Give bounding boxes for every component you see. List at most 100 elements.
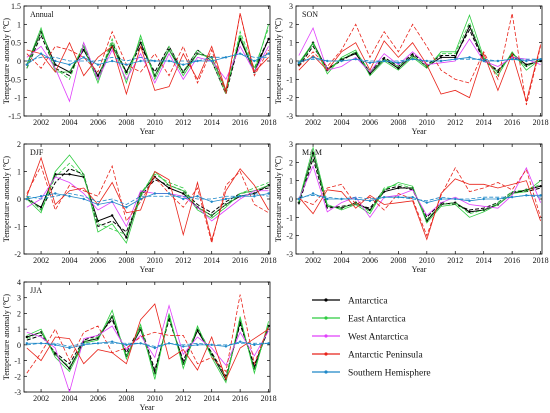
data-point bbox=[253, 343, 256, 347]
data-point bbox=[153, 59, 157, 63]
data-point bbox=[368, 199, 372, 203]
series-group bbox=[25, 294, 270, 392]
data-point bbox=[96, 63, 100, 66]
data-point bbox=[139, 59, 142, 63]
series-line-antarctic-peninsula-dashed bbox=[298, 13, 541, 106]
data-point bbox=[468, 24, 471, 28]
data-point bbox=[267, 52, 270, 55]
y-tick-label: -1 bbox=[14, 94, 21, 103]
data-point bbox=[82, 56, 85, 59]
data-point bbox=[25, 335, 29, 339]
legend-item: Southern Hemisphere bbox=[312, 369, 431, 379]
x-tick-label: 2016 bbox=[504, 256, 520, 265]
data-point bbox=[54, 192, 57, 195]
series-line-antarctic-peninsula-dashed bbox=[26, 294, 269, 374]
y-tick-label: -2 bbox=[14, 372, 21, 381]
data-point bbox=[96, 342, 100, 345]
panel-title: DJF bbox=[30, 148, 44, 157]
data-point bbox=[125, 343, 128, 347]
y-axis-label: Temperature anomaly (℃) bbox=[274, 156, 283, 243]
x-tick-label: 2008 bbox=[390, 118, 406, 127]
x-tick-label: 2012 bbox=[175, 256, 191, 265]
plot-frame bbox=[23, 143, 271, 255]
x-tick-label: 2002 bbox=[305, 118, 321, 127]
x-tick-label: 2004 bbox=[62, 256, 78, 265]
data-point bbox=[468, 56, 471, 59]
data-point bbox=[39, 195, 43, 198]
y-tick-label: -0.5 bbox=[8, 75, 21, 84]
y-tick-label: 1 bbox=[17, 20, 21, 29]
legend-marker bbox=[324, 334, 328, 338]
data-point bbox=[54, 59, 57, 63]
data-point bbox=[25, 197, 29, 201]
series-line-southern-hemisphere-dashed bbox=[26, 53, 269, 62]
series-line-east-antarctica-dashed bbox=[298, 153, 541, 220]
series-line-antarctic-peninsula bbox=[298, 178, 541, 241]
series-group bbox=[297, 146, 542, 241]
x-tick-label: 2010 bbox=[147, 118, 163, 127]
y-axis-label: Temperature anomaly (℃) bbox=[2, 156, 11, 243]
x-tick-label: 2004 bbox=[62, 118, 78, 127]
x-tick-label: 2008 bbox=[118, 256, 134, 265]
data-point bbox=[224, 345, 228, 348]
series-line-antarctic-peninsula-dashed bbox=[298, 167, 541, 237]
data-point bbox=[54, 63, 57, 66]
series-line-antarctica bbox=[26, 173, 269, 239]
x-tick-label: 2006 bbox=[90, 256, 106, 265]
data-point bbox=[496, 197, 500, 201]
legend-label: East Antarctica bbox=[348, 315, 407, 325]
y-tick-label: 3 bbox=[289, 2, 293, 11]
x-tick-label: 2002 bbox=[305, 256, 321, 265]
x-tick-label: 2012 bbox=[175, 118, 191, 127]
series-line-west-antarctica bbox=[298, 26, 541, 73]
y-tick-label: -2 bbox=[286, 94, 293, 103]
panel-title: Annual bbox=[30, 10, 54, 19]
data-point bbox=[525, 63, 528, 66]
series-group bbox=[25, 13, 270, 103]
data-point bbox=[397, 186, 400, 190]
data-point bbox=[82, 48, 85, 52]
data-point bbox=[25, 63, 29, 66]
data-point bbox=[167, 192, 171, 195]
panel-title: SON bbox=[302, 10, 318, 19]
x-tick-label: 2006 bbox=[362, 256, 378, 265]
data-point bbox=[96, 74, 100, 77]
x-tick-label: 2018 bbox=[533, 256, 549, 265]
data-point bbox=[196, 59, 199, 63]
legend-item: Antarctic Peninsula bbox=[312, 351, 423, 361]
legend-label: Antarctic Peninsula bbox=[348, 351, 423, 361]
y-tick-label: 4 bbox=[17, 278, 21, 287]
x-tick-label: 2006 bbox=[90, 118, 106, 127]
y-tick-label: -1 bbox=[14, 223, 21, 232]
panel-mam: -3 -2 -1 0 1 2 3 2002 2004 2006 2008 2010 2012 2014 20… bbox=[274, 140, 549, 274]
series-line-antarctic-peninsula-dashed bbox=[26, 13, 269, 95]
x-tick-label: 2016 bbox=[504, 118, 520, 127]
data-point bbox=[139, 197, 142, 201]
data-point bbox=[110, 340, 114, 343]
data-point bbox=[326, 59, 329, 63]
x-axis-label: Year bbox=[412, 265, 427, 274]
y-tick-label: 1 bbox=[17, 325, 21, 334]
data-point bbox=[110, 200, 114, 203]
data-point bbox=[238, 340, 242, 343]
panel-son: -3 -2 -1 0 1 2 3 2002 2004 2006 2008 2010 2012 2014 20… bbox=[274, 2, 549, 136]
data-point bbox=[454, 56, 457, 59]
x-axis-label: Year bbox=[412, 127, 427, 136]
y-tick-label: -1 bbox=[286, 75, 293, 84]
x-tick-label: 2004 bbox=[62, 394, 78, 403]
data-point bbox=[510, 195, 514, 199]
data-point bbox=[210, 200, 213, 203]
legend-marker bbox=[324, 298, 328, 302]
y-tick-label: -2 bbox=[286, 232, 293, 241]
y-tick-label: 0 bbox=[17, 341, 21, 350]
series-group bbox=[297, 13, 542, 106]
data-point bbox=[397, 67, 400, 70]
x-tick-label: 2016 bbox=[232, 394, 248, 403]
y-tick-label: -1 bbox=[286, 213, 293, 222]
data-point bbox=[125, 206, 128, 209]
x-tick-label: 2010 bbox=[419, 118, 435, 127]
data-point bbox=[125, 63, 128, 66]
series-line-antarctic-peninsula bbox=[298, 40, 541, 103]
data-point bbox=[153, 346, 157, 350]
